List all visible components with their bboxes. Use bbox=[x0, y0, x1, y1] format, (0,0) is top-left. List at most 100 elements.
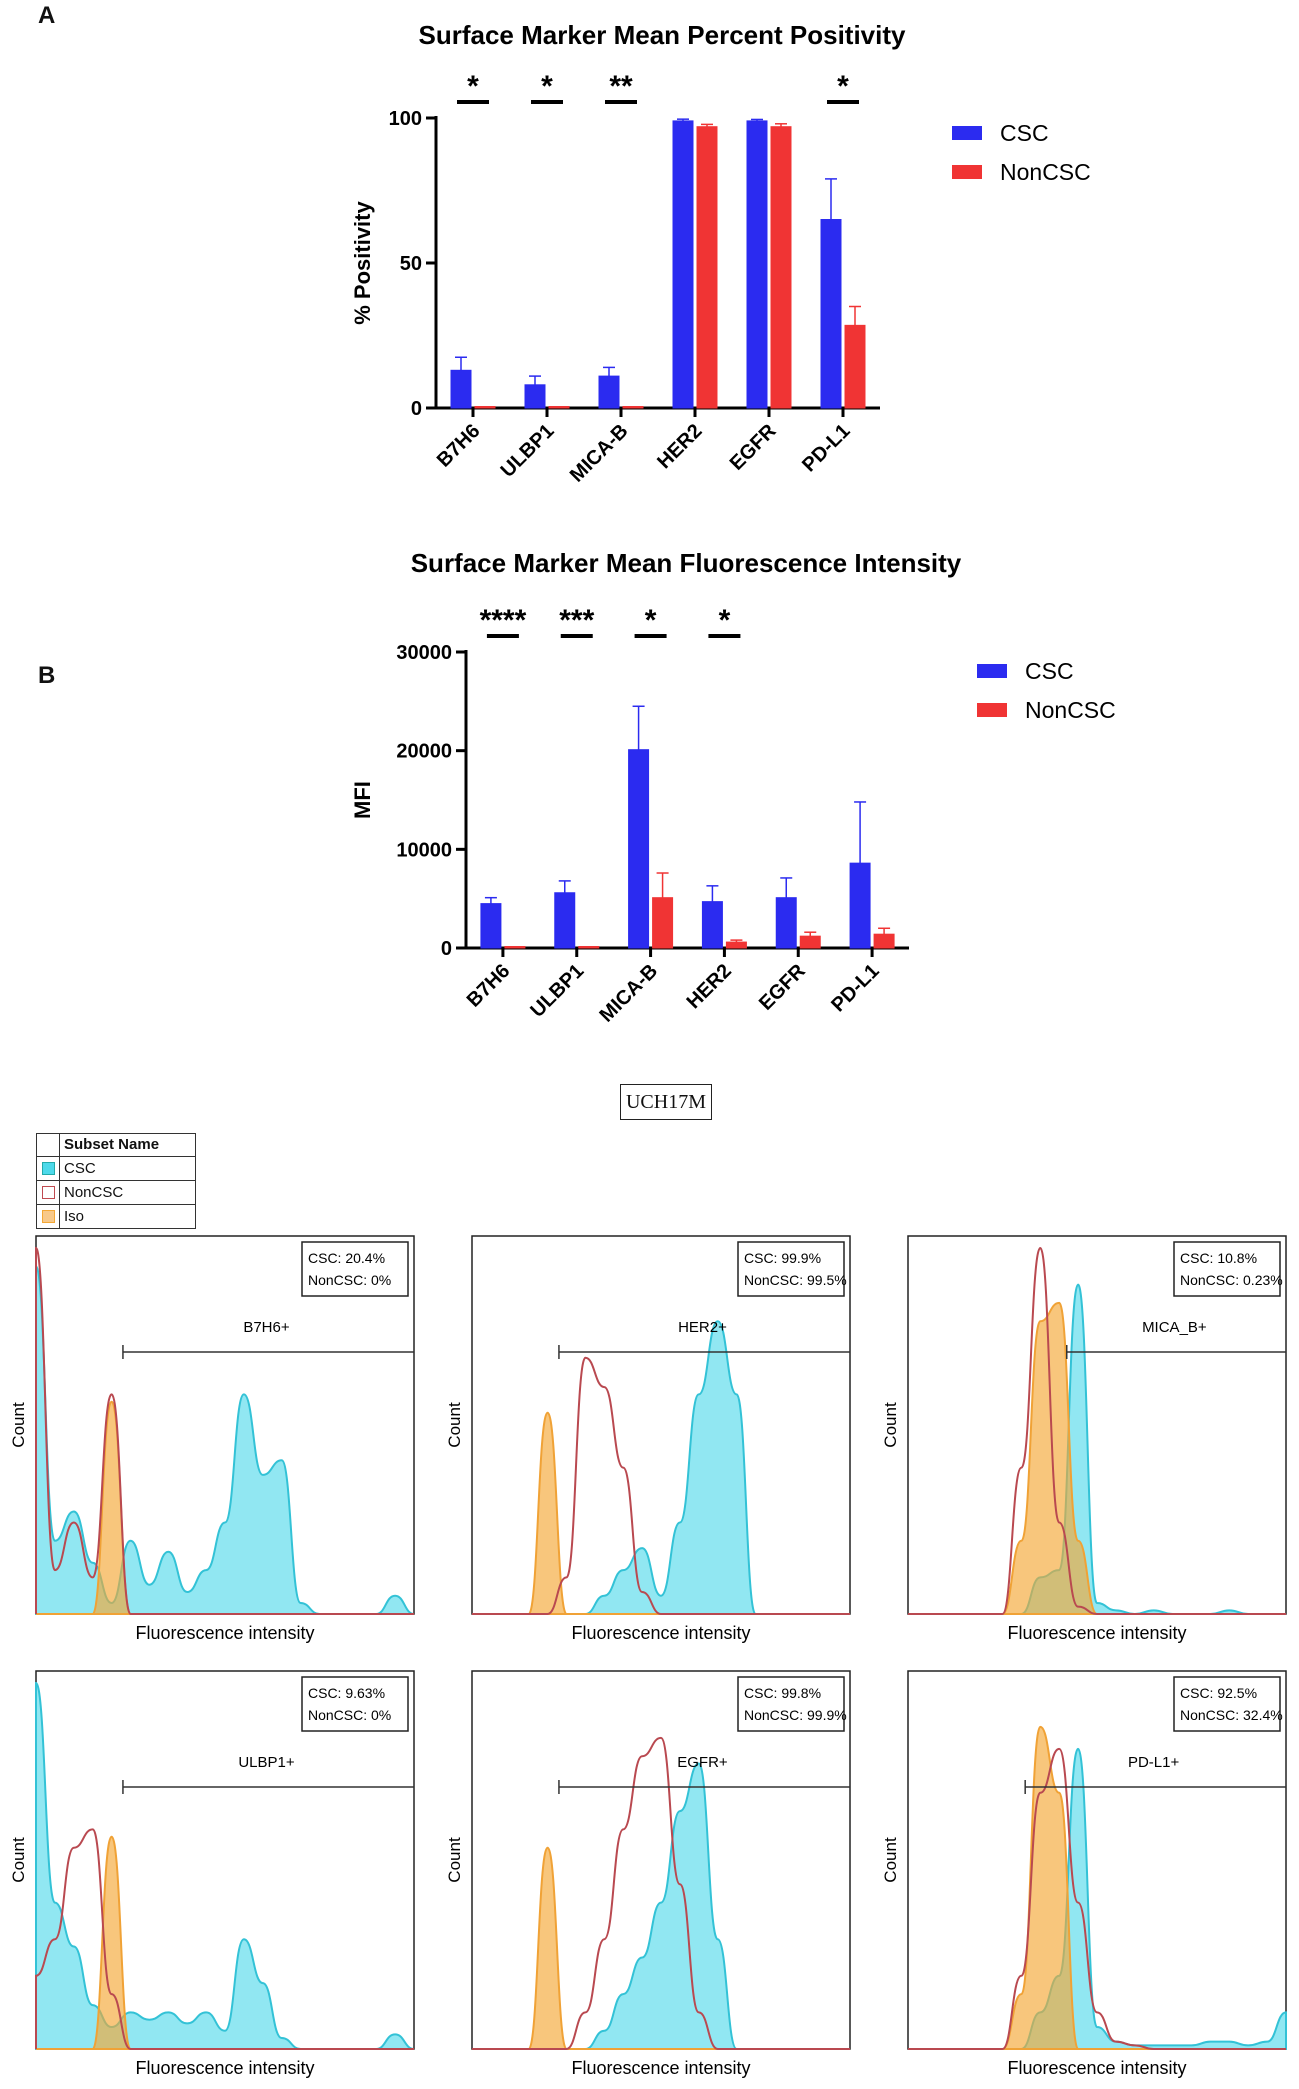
stats-box bbox=[737, 1676, 845, 1732]
stats-line: NonCSC: 99.5% bbox=[744, 1272, 847, 1288]
y-axis-label: Count bbox=[881, 1402, 900, 1448]
subset-legend-row-noncsc: NonCSC bbox=[37, 1181, 195, 1205]
percent-positivity-chart: Surface Marker Mean Percent Positivity 0 5… bbox=[350, 20, 1091, 487]
bar-csc-egfr bbox=[775, 897, 797, 949]
stats-line: NonCSC: 32.4% bbox=[1180, 1707, 1283, 1723]
y-tick-label: 20000 bbox=[396, 741, 452, 763]
y-axis-label: Count bbox=[9, 1837, 28, 1883]
bar-noncsc-ulbp1 bbox=[578, 946, 600, 949]
histogram-pd-l1: PD-L1+ CSC: 92.5% NonCSC: 32.4% Fluorescenc… bbox=[881, 1670, 1287, 2078]
legend-swatch-csc bbox=[977, 664, 1007, 678]
gate-label: EGFR+ bbox=[677, 1754, 728, 1771]
y-axis-label: Count bbox=[445, 1837, 464, 1883]
x-tick-label: HER2 bbox=[683, 960, 736, 1013]
panel-label-a: A bbox=[38, 2, 56, 29]
y-tick-label: 0 bbox=[411, 398, 422, 420]
bar-csc-b7h6 bbox=[480, 903, 502, 949]
x-tick-label: ULBP1 bbox=[526, 960, 588, 1022]
x-axis-label: Fluorescence intensity bbox=[1007, 2058, 1186, 2078]
bar-csc-egfr bbox=[746, 120, 768, 409]
legend-swatch-csc bbox=[952, 126, 982, 140]
bar-csc-her2 bbox=[701, 901, 723, 949]
gate-label: PD-L1+ bbox=[1128, 1754, 1180, 1771]
bar-noncsc-egfr bbox=[799, 935, 821, 949]
stats-line: CSC: 92.5% bbox=[1180, 1685, 1257, 1701]
histogram-egfr: EGFR+ CSC: 99.8% NonCSC: 99.9% Fluorescence… bbox=[445, 1670, 851, 2078]
bar-noncsc-b7h6 bbox=[474, 406, 496, 409]
histogram-her2: HER2+ CSC: 99.9% NonCSC: 99.5% Fluorescence… bbox=[445, 1235, 851, 1643]
histogram-b7h6: B7H6+ CSC: 20.4% NonCSC: 0% Fluorescence in… bbox=[9, 1235, 415, 1643]
legend-label-noncsc: NonCSC bbox=[1000, 159, 1091, 185]
histogram-curve-noncsc bbox=[907, 1747, 1286, 2050]
significance-marker: *** bbox=[559, 604, 594, 637]
stats-box bbox=[301, 1241, 409, 1297]
iso-swatch bbox=[41, 1210, 55, 1223]
legend-label-csc: CSC bbox=[1025, 658, 1074, 684]
gate-label: HER2+ bbox=[678, 1319, 727, 1336]
bar-noncsc-mica-b bbox=[622, 406, 644, 409]
stats-box bbox=[1173, 1241, 1281, 1297]
y-axis-label: Count bbox=[9, 1402, 28, 1448]
legend-label-noncsc: NonCSC bbox=[1025, 697, 1116, 723]
stats-line: NonCSC: 99.9% bbox=[744, 1707, 847, 1723]
histogram-curve-noncsc bbox=[471, 1356, 850, 1615]
chart-title: Surface Marker Mean Fluorescence Intensi… bbox=[411, 548, 962, 578]
stats-line: CSC: 99.9% bbox=[744, 1250, 821, 1266]
stats-line: CSC: 9.63% bbox=[308, 1685, 385, 1701]
gate-label: MICA_B+ bbox=[1142, 1319, 1207, 1336]
x-tick-label: B7H6 bbox=[433, 420, 485, 472]
bar-csc-pd-l1 bbox=[849, 862, 871, 949]
bar-noncsc-her2 bbox=[696, 126, 718, 409]
y-axis-label: Count bbox=[445, 1402, 464, 1448]
x-tick-label: HER2 bbox=[653, 420, 706, 473]
histogram-curve-noncsc bbox=[907, 1246, 1286, 1615]
y-axis-label: Count bbox=[881, 1837, 900, 1883]
x-tick-label: B7H6 bbox=[463, 960, 515, 1012]
significance-marker: **** bbox=[480, 604, 527, 637]
noncsc-swatch bbox=[41, 1186, 55, 1199]
subset-legend-row-csc: CSC bbox=[37, 1157, 195, 1181]
x-axis-label: Fluorescence intensity bbox=[571, 1623, 750, 1643]
legend-label-csc: CSC bbox=[1000, 120, 1049, 146]
y-tick-label: 10000 bbox=[396, 839, 452, 861]
panel-label-b: B bbox=[38, 662, 56, 689]
bar-csc-mica-b bbox=[598, 375, 620, 409]
subset-legend-header: Subset Name bbox=[37, 1134, 195, 1157]
bar-csc-her2 bbox=[672, 120, 694, 409]
x-tick-label: MICA-B bbox=[595, 960, 662, 1027]
histogram-curve-noncsc bbox=[35, 1828, 414, 2050]
histogram-frame bbox=[907, 1235, 1287, 1615]
subset-legend: Subset Name CSC NonCSC Iso bbox=[36, 1133, 196, 1229]
bar-csc-ulbp1 bbox=[524, 384, 546, 409]
stats-box bbox=[301, 1676, 409, 1732]
bar-csc-b7h6 bbox=[450, 369, 472, 409]
significance-marker: * bbox=[837, 70, 849, 103]
bar-noncsc-pd-l1 bbox=[844, 324, 866, 409]
gate-label: B7H6+ bbox=[243, 1319, 290, 1336]
y-axis-label: % Positivity bbox=[350, 200, 375, 324]
flow-histograms: B7H6+ CSC: 20.4% NonCSC: 0% Fluorescence in… bbox=[9, 1235, 1287, 2078]
histogram-curve-noncsc bbox=[471, 1736, 850, 2050]
stats-line: NonCSC: 0.23% bbox=[1180, 1272, 1283, 1288]
bar-noncsc-mica-b bbox=[652, 897, 674, 949]
x-axis-label: Fluorescence intensity bbox=[135, 1623, 314, 1643]
x-tick-label: EGFR bbox=[755, 960, 810, 1015]
x-tick-label: ULBP1 bbox=[497, 420, 559, 482]
histogram-ulbp1: ULBP1+ CSC: 9.63% NonCSC: 0% Fluorescence i… bbox=[9, 1670, 415, 2078]
histogram-frame bbox=[471, 1235, 851, 1615]
stats-line: CSC: 20.4% bbox=[308, 1250, 385, 1266]
stats-line: CSC: 99.8% bbox=[744, 1685, 821, 1701]
mfi-chart: Surface Marker Mean Fluorescence Intensi… bbox=[350, 548, 1116, 1027]
subset-legend-row-iso: Iso bbox=[37, 1205, 195, 1228]
bar-csc-ulbp1 bbox=[554, 892, 576, 949]
csc-swatch bbox=[41, 1162, 55, 1175]
significance-marker: * bbox=[541, 70, 553, 103]
stats-box bbox=[737, 1241, 845, 1297]
bar-noncsc-b7h6 bbox=[504, 946, 526, 949]
y-tick-label: 0 bbox=[441, 938, 452, 960]
y-tick-label: 30000 bbox=[396, 642, 452, 664]
significance-marker: * bbox=[645, 604, 657, 637]
y-tick-label: 50 bbox=[400, 253, 422, 275]
bar-noncsc-pd-l1 bbox=[873, 933, 895, 949]
x-tick-label: PD-L1 bbox=[827, 960, 883, 1016]
